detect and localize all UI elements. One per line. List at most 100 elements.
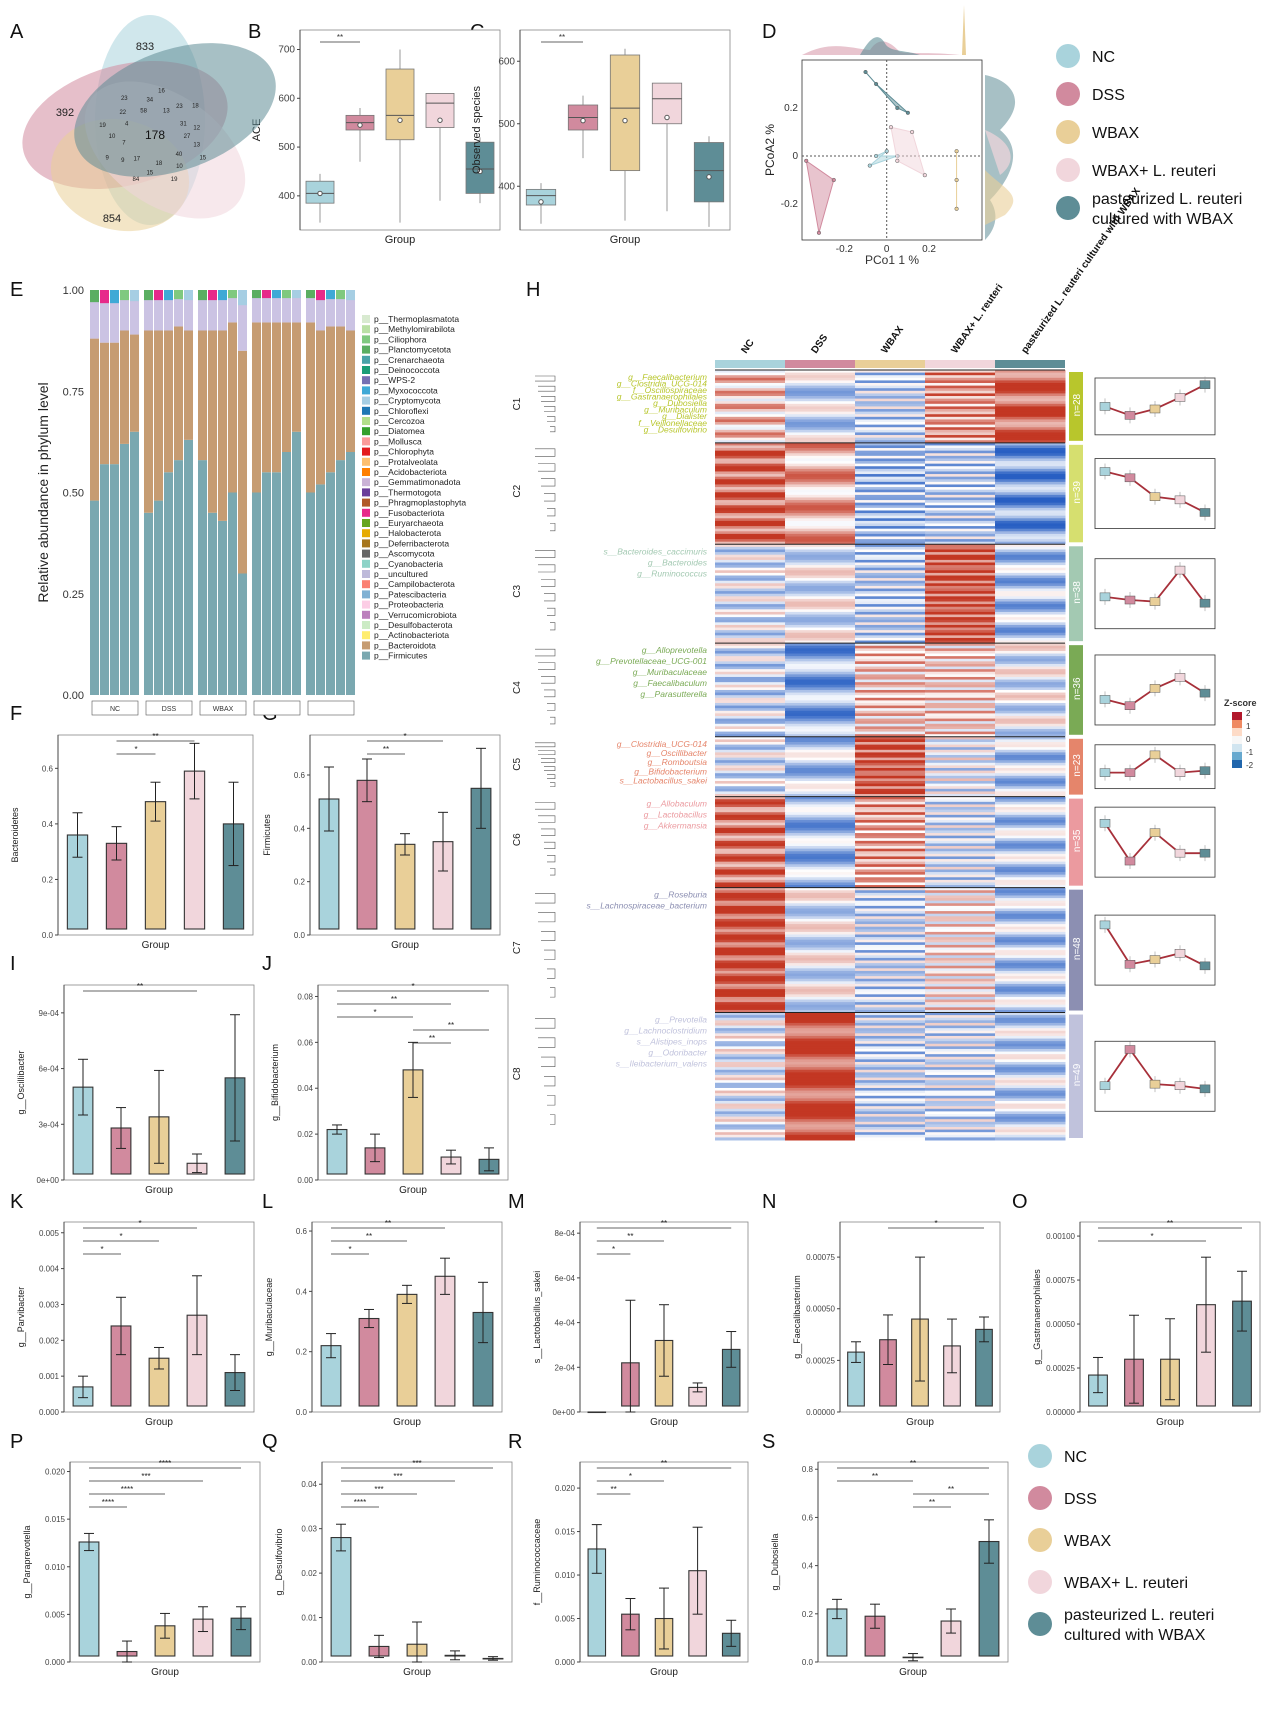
heatmap-cell [785, 671, 856, 675]
cluster-name: C3 [512, 584, 523, 597]
heatmap-cell [715, 908, 786, 912]
y-tick-label: 0 [792, 151, 798, 162]
legend-swatch-0 [1056, 44, 1080, 68]
significance-label: * [134, 745, 137, 754]
heatmap-cell [995, 578, 1066, 582]
heatmap-cell [995, 794, 1066, 798]
phylum-swatch [362, 417, 370, 425]
y-tick-label: 0.00 [63, 690, 84, 702]
cluster-color-bar [1069, 372, 1083, 441]
heatmap-cell [785, 429, 856, 433]
heatmap-cell [715, 783, 786, 787]
heatmap-cell [715, 580, 786, 584]
heatmap-cell [855, 1103, 926, 1107]
phylum-swatch [362, 325, 370, 334]
venn-set-4 [74, 43, 276, 177]
heatmap-cell [715, 723, 786, 727]
heatmap-cell [925, 640, 996, 644]
heatmap-cell [925, 968, 996, 972]
heatmap-cell [925, 536, 996, 540]
heatmap-cell [715, 820, 786, 824]
heatmap-cell [925, 791, 996, 795]
stack-firmicutes [262, 472, 271, 695]
stack-minor-phyla [262, 290, 271, 299]
phylum-swatch [362, 529, 370, 538]
heatmap-cell [925, 416, 996, 420]
pcoa-point [863, 69, 868, 75]
bar-l-2 [396, 1293, 418, 1407]
heatmap-cell [925, 468, 996, 472]
trend-point [1174, 495, 1186, 505]
heatmap-cell [995, 820, 1066, 824]
heatmap-cell [785, 1020, 856, 1024]
significance-label: *** [393, 1472, 402, 1481]
feature-label: g__Prevotella [655, 1015, 707, 1025]
heatmap-cell [785, 414, 856, 418]
phylum-legend-label: p__Diatomea [374, 426, 425, 436]
significance-label: * [403, 732, 406, 741]
heatmap-cell [995, 721, 1066, 725]
x-axis-title: Group [650, 1667, 678, 1678]
heatmap-cell [995, 856, 1066, 860]
stack-firmicutes [164, 472, 173, 695]
heatmap-cell [925, 892, 996, 896]
venn-small-count: 19 [171, 177, 178, 183]
heatmap-cell [715, 747, 786, 751]
heatmap-cell [995, 955, 1066, 959]
heatmap-cell [715, 859, 786, 863]
heatmap-cell [785, 1046, 856, 1050]
heatmap-cell [785, 604, 856, 608]
heatmap-cell [785, 861, 856, 865]
y-tick-label: 0.010 [45, 1563, 66, 1572]
heatmap-cell [785, 1015, 856, 1019]
heatmap-cell [785, 622, 856, 626]
heatmap-cell [715, 437, 786, 441]
heatmap-cell [715, 770, 786, 774]
trend-point [1149, 404, 1161, 414]
heatmap-cell [715, 1132, 786, 1136]
trend-point [1174, 393, 1186, 402]
phylum-swatch [362, 478, 370, 487]
heatmap-cell [715, 981, 786, 985]
heatmap-cell [855, 931, 926, 935]
heatmap-cell [785, 1106, 856, 1110]
heatmap-cell [995, 900, 1066, 904]
heatmap-cell [995, 851, 1066, 855]
heatmap-cell [715, 926, 786, 930]
significance-label: ** [391, 995, 397, 1004]
heatmap-cell [715, 942, 786, 946]
heatmap-cell [855, 414, 926, 418]
heatmap-cell [785, 1119, 856, 1123]
heatmap-cell [785, 679, 856, 683]
heatmap-cell [715, 913, 786, 917]
y-axis-title: g__Gastranaerophilales [1032, 1269, 1042, 1365]
heatmap-cell [855, 713, 926, 717]
heatmap-cell [715, 885, 786, 889]
y-tick-label: 500 [498, 119, 515, 130]
heatmap-cell [785, 437, 856, 441]
heatmap-cell [855, 882, 926, 886]
heatmap-cell [715, 708, 786, 712]
x-tick-label: 0.2 [922, 244, 936, 255]
stack-firmicutes [228, 492, 237, 695]
heatmap-cell [715, 695, 786, 699]
heatmap-cell [995, 588, 1066, 592]
heatmap-cell [925, 999, 996, 1003]
heatmap-cell [925, 435, 996, 439]
heatmap-cell [855, 403, 926, 407]
heatmap-cell [715, 994, 786, 998]
heatmap-cell [995, 676, 1066, 681]
heatmap-cell [925, 676, 996, 681]
heatmap-cell [925, 973, 996, 977]
heatmap-cell [995, 458, 1066, 462]
dendrogram-branch [547, 607, 556, 616]
stack-minor-phyla [184, 290, 193, 301]
feature-label: g__Prevotellaceae_UCG-001 [596, 656, 707, 666]
heatmap-cell [855, 788, 926, 792]
heatmap-cell [715, 479, 786, 483]
stack-other-phyla [316, 290, 325, 331]
heatmap-cell [925, 653, 996, 657]
heatmap-cell [855, 768, 926, 772]
bar-l-1 [358, 1317, 380, 1407]
